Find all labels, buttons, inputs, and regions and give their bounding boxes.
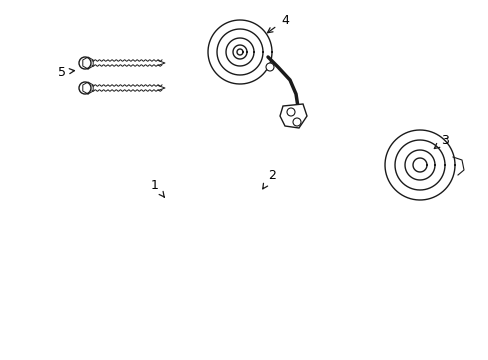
- Text: 2: 2: [262, 168, 275, 189]
- Text: 1: 1: [151, 179, 164, 197]
- Text: 4: 4: [267, 14, 288, 33]
- Polygon shape: [384, 130, 454, 200]
- Polygon shape: [207, 20, 271, 84]
- Text: 3: 3: [433, 134, 448, 149]
- Polygon shape: [280, 104, 306, 128]
- Circle shape: [79, 82, 91, 94]
- Circle shape: [286, 108, 294, 116]
- Text: 5: 5: [58, 66, 74, 78]
- Circle shape: [79, 57, 91, 69]
- Polygon shape: [82, 82, 93, 94]
- Circle shape: [265, 63, 273, 71]
- Polygon shape: [82, 57, 93, 69]
- Circle shape: [292, 118, 301, 126]
